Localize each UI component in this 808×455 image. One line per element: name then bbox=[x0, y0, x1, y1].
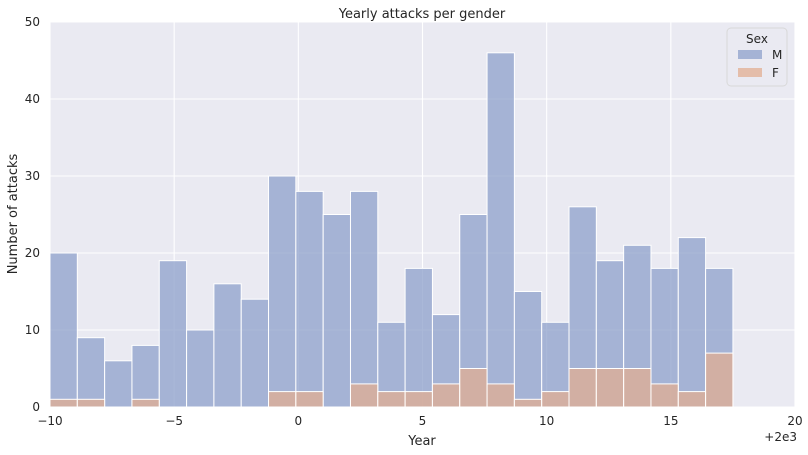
x-tick-label: 0 bbox=[295, 414, 303, 428]
x-tick-label: 10 bbox=[539, 414, 554, 428]
series-f-bars bbox=[49, 352, 734, 408]
series-f-bar bbox=[650, 383, 679, 408]
y-tick-label: 50 bbox=[25, 15, 40, 29]
series-m-bar bbox=[49, 252, 78, 408]
series-m-bar bbox=[158, 260, 188, 408]
series-f-bar bbox=[349, 383, 379, 408]
series-f-bar bbox=[431, 383, 461, 408]
x-axis-ticks: −10 −5 0 5 10 15 20 bbox=[37, 414, 802, 428]
series-f-bar bbox=[295, 391, 324, 408]
series-m-bars bbox=[49, 52, 734, 408]
series-f-bar bbox=[76, 398, 106, 408]
x-tick-label: −5 bbox=[165, 414, 183, 428]
series-m-bar bbox=[513, 291, 543, 408]
series-m-bar bbox=[268, 175, 297, 408]
series-f-bar bbox=[705, 352, 734, 408]
x-tick-label: 5 bbox=[419, 414, 427, 428]
y-tick-label: 30 bbox=[25, 169, 40, 183]
series-f-bar bbox=[404, 391, 433, 408]
series-f-bar bbox=[623, 368, 652, 408]
chart-title: Yearly attacks per gender bbox=[338, 7, 506, 22]
series-m-bar bbox=[76, 337, 106, 408]
series-f-bar bbox=[486, 383, 515, 408]
legend-title: Sex bbox=[746, 32, 768, 46]
series-f-bar bbox=[541, 391, 570, 408]
series-m-bar bbox=[677, 237, 707, 408]
series-f-bar bbox=[459, 368, 488, 408]
series-f-bar bbox=[677, 391, 707, 408]
series-f-bar bbox=[595, 368, 625, 408]
y-tick-label: 0 bbox=[32, 400, 40, 414]
series-m-bar bbox=[486, 52, 515, 408]
series-m-bar bbox=[322, 214, 351, 408]
series-m-bar bbox=[131, 344, 160, 408]
legend-label-m: M bbox=[772, 48, 782, 62]
series-m-bar bbox=[213, 283, 242, 408]
y-tick-label: 10 bbox=[25, 323, 40, 337]
legend-swatch-m bbox=[738, 50, 762, 59]
x-tick-label: −10 bbox=[37, 414, 62, 428]
series-f-bar bbox=[49, 398, 78, 408]
x-axis-offset-label: +2e3 bbox=[764, 430, 797, 444]
legend-swatch-f bbox=[738, 68, 762, 77]
series-f-bar bbox=[131, 398, 160, 408]
series-m-bar bbox=[295, 190, 324, 408]
series-m-bar bbox=[104, 360, 133, 408]
series-f-bar bbox=[377, 391, 406, 408]
series-m-bar bbox=[186, 329, 215, 408]
series-m-bar bbox=[349, 190, 379, 408]
series-f-bar bbox=[513, 398, 543, 408]
y-tick-label: 20 bbox=[25, 246, 40, 260]
legend: Sex MF bbox=[726, 27, 788, 87]
legend-label-f: F bbox=[772, 66, 779, 80]
x-axis-label: Year bbox=[407, 434, 436, 449]
x-tick-label: 15 bbox=[663, 414, 678, 428]
x-tick-label: 20 bbox=[787, 414, 802, 428]
series-f-bar bbox=[568, 368, 597, 408]
y-axis-label: Number of attacks bbox=[6, 153, 21, 274]
series-f-bar bbox=[268, 391, 297, 408]
y-axis-ticks: 0 10 20 30 40 50 bbox=[25, 15, 40, 414]
series-m-bar bbox=[240, 298, 270, 408]
series-m-bar bbox=[404, 267, 433, 408]
y-tick-label: 40 bbox=[25, 92, 40, 106]
